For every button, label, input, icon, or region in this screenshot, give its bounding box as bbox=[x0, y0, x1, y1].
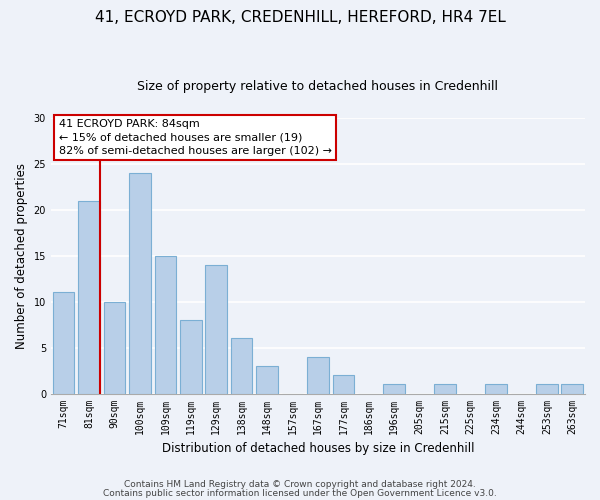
Text: Contains HM Land Registry data © Crown copyright and database right 2024.: Contains HM Land Registry data © Crown c… bbox=[124, 480, 476, 489]
Text: 41 ECROYD PARK: 84sqm
← 15% of detached houses are smaller (19)
82% of semi-deta: 41 ECROYD PARK: 84sqm ← 15% of detached … bbox=[59, 119, 332, 156]
Bar bbox=[562, 384, 583, 394]
Bar bbox=[78, 200, 100, 394]
Bar bbox=[383, 384, 405, 394]
Bar bbox=[53, 292, 74, 394]
Bar bbox=[536, 384, 557, 394]
Bar bbox=[231, 338, 253, 394]
Bar bbox=[155, 256, 176, 394]
Bar bbox=[307, 357, 329, 394]
Bar bbox=[434, 384, 456, 394]
Bar bbox=[256, 366, 278, 394]
Bar bbox=[485, 384, 507, 394]
Y-axis label: Number of detached properties: Number of detached properties bbox=[15, 162, 28, 348]
Text: 41, ECROYD PARK, CREDENHILL, HEREFORD, HR4 7EL: 41, ECROYD PARK, CREDENHILL, HEREFORD, H… bbox=[95, 10, 505, 25]
X-axis label: Distribution of detached houses by size in Credenhill: Distribution of detached houses by size … bbox=[162, 442, 474, 455]
Bar bbox=[180, 320, 202, 394]
Title: Size of property relative to detached houses in Credenhill: Size of property relative to detached ho… bbox=[137, 80, 499, 93]
Bar bbox=[104, 302, 125, 394]
Bar bbox=[332, 375, 354, 394]
Bar bbox=[129, 173, 151, 394]
Text: Contains public sector information licensed under the Open Government Licence v3: Contains public sector information licen… bbox=[103, 488, 497, 498]
Bar bbox=[205, 265, 227, 394]
